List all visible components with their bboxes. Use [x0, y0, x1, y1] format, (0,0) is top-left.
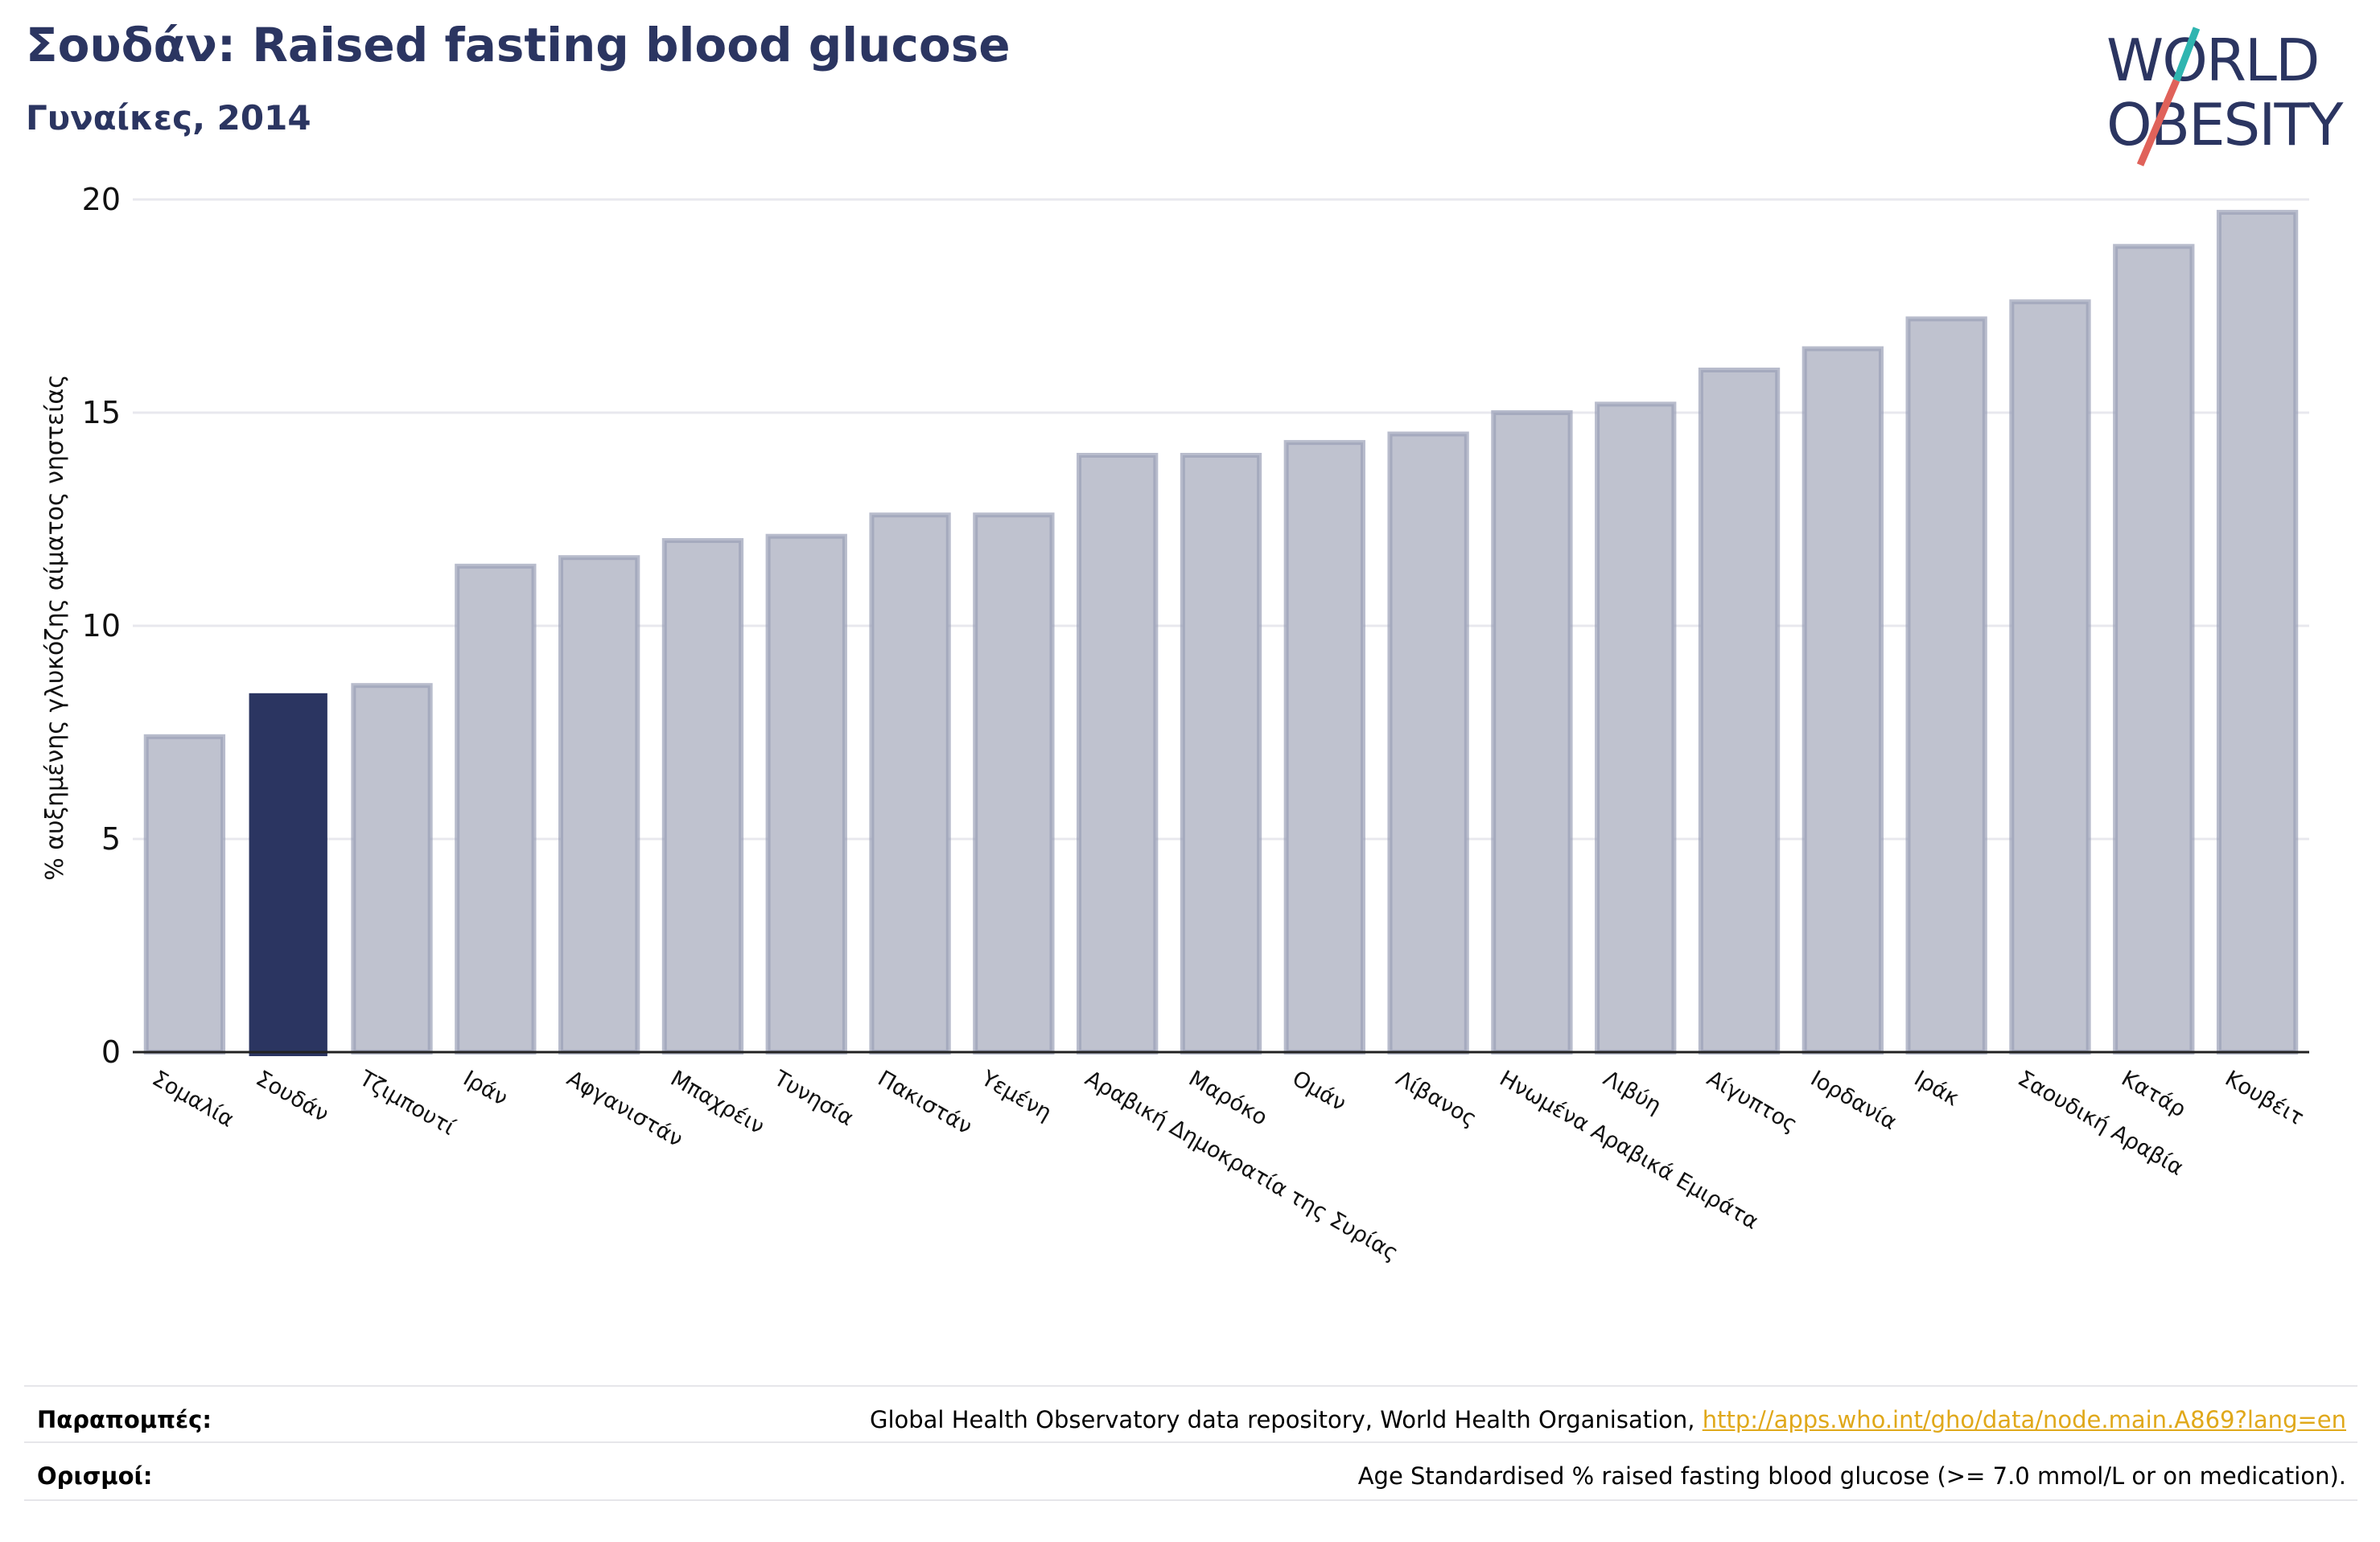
definitions-text: Age Standardised % raised fasting blood … — [1357, 1462, 2346, 1490]
references-link[interactable]: http://apps.who.int/gho/data/node.main.A… — [1702, 1406, 2346, 1433]
bar — [1801, 346, 1884, 1055]
bar — [1491, 410, 1573, 1055]
bar — [2216, 209, 2299, 1055]
bar — [765, 533, 847, 1055]
bar — [143, 734, 226, 1055]
x-tick-label: Κατάρ — [2117, 1066, 2190, 1122]
footer-references-row: Παραπομπές: Global Health Observatory da… — [37, 1401, 2346, 1438]
x-tick-label: Αίγυπτος — [1703, 1066, 1801, 1137]
logo-line1: WORLD — [2106, 27, 2318, 94]
x-tick-label: Σουδάν — [252, 1066, 333, 1127]
x-tick-label: Κουβέιτ — [2221, 1066, 2308, 1130]
bar — [1283, 440, 1365, 1055]
footer-definitions-row: Ορισμοί: Age Standardised % raised fasti… — [37, 1458, 2346, 1495]
x-tick-label: Τζιμπουτί — [355, 1066, 459, 1141]
y-tick-label: 0 — [101, 1034, 121, 1070]
footer-divider-bottom — [24, 1499, 2357, 1501]
bar-chart: 0 5 10 15 20 % αυξημένης γλυκόζης αίματος νησ… — [41, 182, 2309, 1266]
definitions-label: Ορισμοί: — [37, 1462, 153, 1490]
bar — [249, 693, 327, 1056]
bar — [1698, 368, 1781, 1055]
x-tick-label: Ιράν — [459, 1066, 512, 1111]
y-axis-label: % αυξημένης γλυκόζης αίματος νηστείας — [41, 374, 69, 880]
bar — [1077, 453, 1159, 1055]
bar — [661, 538, 744, 1055]
x-tick-label: Λίβανος — [1392, 1066, 1481, 1132]
logo-slash-teal — [2172, 27, 2201, 82]
y-tick-label: 15 — [82, 395, 121, 430]
y-tick-label: 5 — [101, 821, 121, 857]
x-tick-label: Λιβύη — [1599, 1066, 1666, 1119]
bar — [2009, 299, 2091, 1055]
bar — [1905, 316, 1987, 1055]
footer-divider-top — [24, 1385, 2357, 1387]
x-tick-label: Ιορδανία — [1806, 1066, 1901, 1135]
bar — [973, 512, 1055, 1055]
references-value: Global Health Observatory data repositor… — [870, 1406, 2346, 1433]
bar — [558, 555, 640, 1055]
bar — [351, 683, 433, 1055]
x-tick-label: Σομαλία — [148, 1066, 238, 1133]
x-tick-label: Ιράκ — [1910, 1066, 1964, 1111]
bar — [455, 563, 537, 1055]
references-label: Παραπομπές: — [37, 1406, 212, 1433]
chart-subtitle: Γυναίκες, 2014 — [26, 98, 311, 138]
y-tick-label: 10 — [82, 608, 121, 644]
x-tick-label: Σαουδική Αραβία — [2013, 1066, 2187, 1181]
y-tick-label: 20 — [82, 182, 121, 217]
x-tick-label: Πακιστάν — [874, 1066, 977, 1140]
footer-divider-middle — [24, 1441, 2357, 1443]
x-tick-label: Αφγανιστάν — [562, 1066, 687, 1152]
x-tick-label: Τυνησία — [769, 1066, 858, 1132]
bar — [1180, 453, 1262, 1055]
chart-title: Σουδάν: Raised fasting blood glucose — [26, 18, 1011, 72]
x-tick-label: Ομάν — [1288, 1066, 1350, 1116]
bar — [1595, 401, 1677, 1055]
x-tick-label: Μαρόκο — [1184, 1066, 1271, 1130]
bar — [2113, 244, 2195, 1055]
world-obesity-logo: WORLD OBESITY — [2106, 27, 2345, 167]
references-text: Global Health Observatory data repositor… — [869, 1406, 1695, 1433]
bar — [1387, 431, 1469, 1055]
bar — [869, 512, 951, 1055]
x-tick-label: Υεμένη — [977, 1066, 1056, 1126]
logo-slash-red — [2136, 79, 2180, 167]
